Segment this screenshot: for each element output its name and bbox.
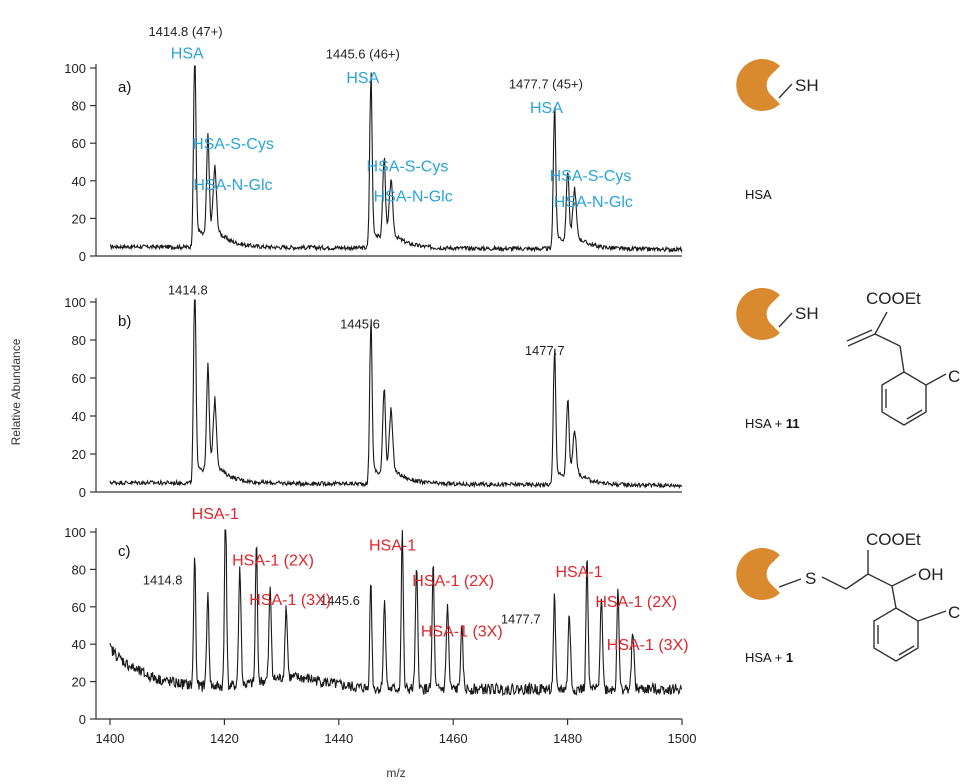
sample-label: HSA: [745, 187, 772, 202]
species-annotation: HSA-1 (3X): [249, 592, 331, 609]
y-tick-label: 100: [64, 61, 86, 76]
ester-label: COOEt: [866, 289, 921, 308]
y-tick-label: 100: [64, 525, 86, 540]
structure-b: SH COOEt C: [736, 288, 960, 426]
species-annotation: HSA-S-Cys: [550, 168, 632, 185]
y-tick-label: 20: [72, 675, 86, 690]
species-annotation: HSA-1: [192, 506, 239, 523]
substituent-label: C: [948, 603, 960, 622]
species-annotation: HSA-1 (2X): [232, 553, 314, 570]
protein-icon: [736, 58, 780, 112]
species-annotation: HSA-1 (2X): [412, 573, 494, 590]
thiol-label: SH: [795, 76, 819, 95]
compound-number: 1: [786, 650, 793, 665]
x-tick-label: 1420: [210, 731, 239, 746]
species-annotation: HSA-S-Cys: [192, 136, 274, 153]
chart-panel-c: 0 20 40 60 80 100 1400 1420 1440 1460 1480 1500 c) 14…: [64, 506, 696, 746]
y-tick-label: 0: [79, 485, 86, 500]
thioether-label: S: [805, 569, 816, 588]
protein-icon: [736, 548, 780, 600]
sample-label: HSA + 11: [745, 416, 800, 431]
protein-icon: [736, 288, 780, 340]
peak-label: 1477.7 (45+): [509, 77, 583, 92]
y-tick-label: 60: [72, 600, 86, 615]
y-tick-label: 20: [72, 211, 86, 226]
panel-label: c): [118, 543, 131, 560]
compound-number: 11: [786, 416, 800, 431]
y-tick-label: 100: [64, 295, 86, 310]
species-annotation: HSA-S-Cys: [367, 158, 449, 175]
ester-label: COOEt: [866, 530, 921, 549]
y-tick-label: 60: [72, 136, 86, 151]
species-annotation: HSA-1: [555, 564, 602, 581]
species-annotation: HSA-1 (3X): [607, 637, 689, 654]
structure-c: S COOEt OH C: [736, 530, 960, 662]
substituent-label: C: [948, 367, 960, 386]
peak-label: 1477.7: [501, 612, 541, 627]
x-tick-label: 1480: [553, 731, 582, 746]
spectrum-trace: [109, 65, 683, 254]
sample-label-text: HSA: [745, 187, 772, 202]
structure-a: SH: [736, 58, 819, 112]
species-annotation: HSA-1: [369, 538, 416, 555]
spectrum-trace: [109, 299, 683, 490]
species-annotation: HSA-1 (2X): [595, 594, 677, 611]
chart-panel-a: 0 20 40 60 80 100 a) 1414.8 (47+) 1445.6 (46+) 14…: [64, 24, 683, 264]
y-tick-label: 0: [79, 249, 86, 264]
species-annotation: HSA-1 (3X): [421, 624, 503, 641]
thiol-label: SH: [795, 304, 819, 323]
species-annotation: HSA-N-Glc: [374, 188, 453, 205]
chart-panel-b: 0 20 40 60 80 100 b) 1414.8 1445.6 1477.7: [64, 282, 683, 500]
panel-label: b): [118, 313, 131, 330]
species-annotation: HSA-N-Glc: [193, 177, 272, 194]
peak-label: 1445.6 (46+): [326, 47, 400, 62]
spectrum-trace: [109, 529, 683, 697]
peak-label: 1414.8: [143, 572, 183, 587]
sample-label: HSA + 1: [745, 650, 793, 665]
x-tick-label: 1500: [668, 731, 697, 746]
peak-label: 1477.7: [525, 343, 565, 358]
y-axis-label: Relative Abundance: [9, 338, 23, 445]
y-tick-label: 20: [72, 447, 86, 462]
x-tick-label: 1400: [96, 731, 125, 746]
hydroxyl-label: OH: [918, 565, 944, 584]
y-tick-label: 40: [72, 409, 86, 424]
y-tick-label: 60: [72, 371, 86, 386]
x-tick-label: 1440: [324, 731, 353, 746]
species-annotation: HSA-N-Glc: [554, 194, 633, 211]
peak-label: 1445.6: [320, 593, 360, 608]
peak-label: 1414.8: [168, 282, 208, 297]
y-tick-label: 80: [72, 333, 86, 348]
sample-label-text: HSA +: [745, 416, 786, 431]
x-axis-label: m/z: [386, 766, 405, 780]
sample-label-text: HSA +: [745, 650, 786, 665]
panel-label: a): [118, 79, 131, 96]
y-tick-label: 0: [79, 712, 86, 727]
x-tick-label: 1460: [439, 731, 468, 746]
species-annotation: HSA: [171, 46, 204, 63]
species-annotation: HSA: [346, 70, 379, 87]
y-tick-label: 40: [72, 637, 86, 652]
y-tick-label: 40: [72, 174, 86, 189]
y-tick-label: 80: [72, 99, 86, 114]
peak-label: 1414.8 (47+): [148, 24, 222, 39]
peak-label: 1445.6: [340, 317, 380, 332]
species-annotation: HSA: [530, 100, 563, 117]
y-tick-label: 80: [72, 562, 86, 577]
